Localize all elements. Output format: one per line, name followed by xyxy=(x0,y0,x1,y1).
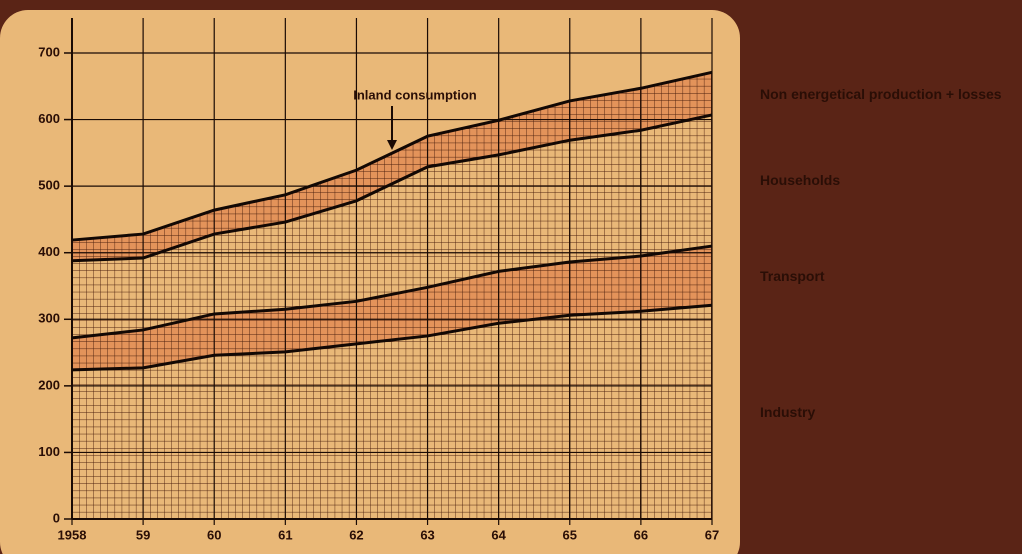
y-tick-label: 700 xyxy=(38,44,60,59)
x-tick-label: 63 xyxy=(420,527,434,542)
x-tick-label: 60 xyxy=(207,527,221,542)
y-tick-label: 200 xyxy=(38,377,60,392)
boundary-line xyxy=(71,244,713,340)
y-tick-label: 500 xyxy=(38,178,60,193)
legend-label: Non energetical production + losses xyxy=(760,85,1002,102)
x-tick-label: 1958 xyxy=(58,527,87,542)
y-tick-label: 600 xyxy=(38,111,60,126)
x-tick-label: 65 xyxy=(563,527,577,542)
legend-label: Industry xyxy=(760,404,816,421)
x-tick-label: 66 xyxy=(634,527,648,542)
area-hatch xyxy=(72,246,712,370)
annotation-arrowhead xyxy=(387,140,397,150)
boundary-line xyxy=(71,70,713,242)
legend-label: Households xyxy=(760,172,841,189)
y-tick-label: 0 xyxy=(53,510,60,525)
area-hatch xyxy=(72,114,712,338)
x-tick-label: 64 xyxy=(491,527,506,542)
legend-label: Transport xyxy=(760,267,825,284)
boundary-line xyxy=(71,303,713,372)
x-tick-label: 62 xyxy=(349,527,363,542)
x-tick-label: 67 xyxy=(705,527,719,542)
boundary-line xyxy=(71,113,713,263)
x-tick-label: 59 xyxy=(136,527,150,542)
y-tick-label: 400 xyxy=(38,244,60,259)
annotation: Inland consumption xyxy=(353,87,477,102)
y-tick-label: 300 xyxy=(38,311,60,326)
area-hatch xyxy=(72,305,712,519)
y-tick-label: 100 xyxy=(38,444,60,459)
x-tick-label: 61 xyxy=(278,527,292,542)
